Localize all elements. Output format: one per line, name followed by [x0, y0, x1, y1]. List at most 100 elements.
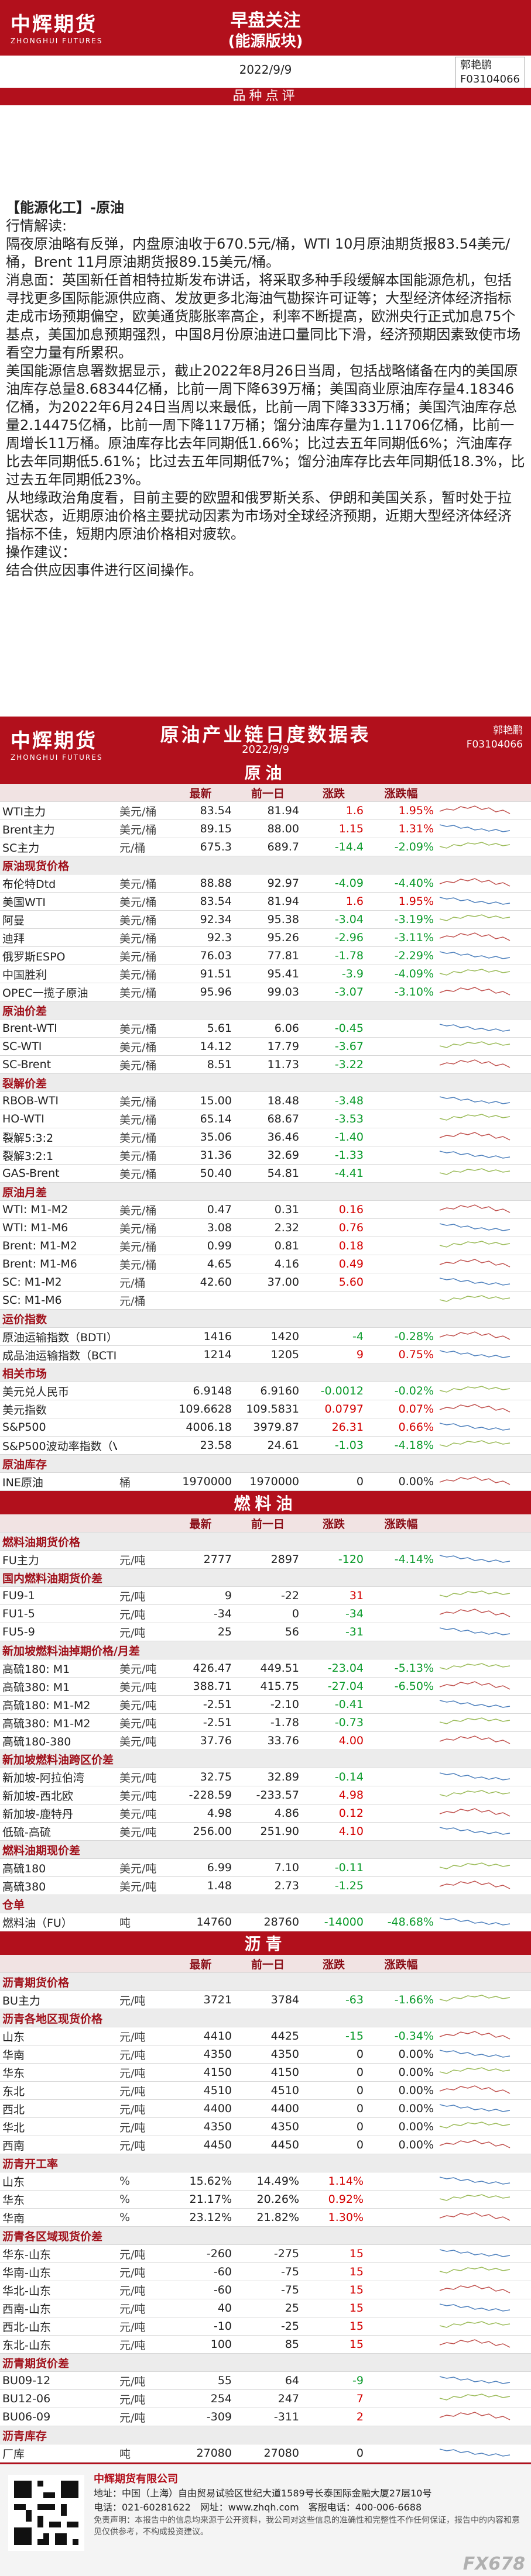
data-row: 原油运输指数（BDTI） 1416 1420 -4 -0.28% [0, 1327, 531, 1346]
row-value: 15 [302, 2335, 366, 2354]
cell [436, 1436, 531, 1455]
sparkline-path [439, 1476, 511, 1485]
row-name: 美元兑人民币 [0, 1382, 117, 1400]
cell [436, 1677, 531, 1696]
row-name: 华东 [0, 2063, 117, 2082]
column-header: 涨跌幅 [366, 1514, 436, 1532]
row-value [366, 1695, 436, 1714]
cell [436, 1858, 531, 1877]
row-value: 31.36 [167, 1146, 234, 1165]
row-value: -0.11 [302, 1858, 366, 1877]
row-name: OPEC一揽子原油 [0, 983, 117, 1001]
sparkline-path [439, 2212, 511, 2221]
cell [436, 1804, 531, 1823]
row-unit: 美元/桶 [117, 1128, 167, 1146]
sparkline-path [439, 1439, 511, 1447]
data-row: 美元兑人民币 6.9148 6.9160 -0.0012 -0.02% [0, 1382, 531, 1400]
cell [436, 1786, 531, 1804]
row-value: 4350 [234, 2045, 302, 2064]
row-value: -22 [234, 1586, 302, 1605]
row-value: 1.6 [302, 801, 366, 820]
cell [436, 2208, 531, 2227]
row-value: 15 [302, 2317, 366, 2336]
row-value: 9 [302, 1345, 366, 1364]
data-row: SC: M1-M6 元/桶 [0, 1291, 531, 1310]
row-value: 88.88 [167, 874, 234, 893]
sparkline-path [439, 932, 511, 941]
sparkline-path [439, 1862, 511, 1869]
row-unit: 桶 [117, 1472, 167, 1491]
row-value: 4510 [234, 2081, 302, 2100]
sparkline-path [439, 2375, 511, 2384]
row-value [366, 1804, 436, 1823]
sparkline [439, 1222, 511, 1231]
cell [436, 801, 531, 820]
cell [436, 2117, 531, 2136]
row-name: Brent: M1-M2 [0, 1237, 117, 1255]
row-name: WTI主力 [0, 801, 117, 820]
row-value: 3979.87 [234, 1418, 302, 1437]
paragraph: 隔夜原油略有反弹，内盘原油收于670.5元/桶，WTI 10月原油期货报83.5… [6, 236, 511, 270]
row-value: 0.66% [366, 1418, 436, 1437]
row-value: 2777 [167, 1550, 234, 1569]
sparkline-path [439, 1096, 511, 1104]
row-value: 40 [167, 2299, 234, 2317]
row-unit: 美元/桶 [117, 1200, 167, 1219]
cell [436, 1713, 531, 1732]
data-row: FU9-1 元/吨 9 -22 31 [0, 1586, 531, 1605]
cell [0, 1955, 167, 1973]
row-value [366, 1273, 436, 1292]
group-title: 沥青开工率 [0, 2154, 531, 2172]
data-row: Brent: M1-M6 美元/桶 4.65 4.16 0.49 [0, 1255, 531, 1273]
row-value [366, 2190, 436, 2209]
sparkline-path [439, 1807, 511, 1817]
row-unit: 元/吨 [117, 2099, 167, 2118]
row-value: 23.58 [167, 1436, 234, 1455]
row-value: 7 [302, 2389, 366, 2408]
sparkline [439, 2248, 511, 2257]
row-value: -34 [302, 1604, 366, 1623]
row-value: -0.41 [302, 1695, 366, 1714]
row-value: 99.03 [234, 983, 302, 1001]
data-row: Brent: M1-M2 美元/桶 0.99 0.81 0.18 [0, 1237, 531, 1255]
table-wrap: 原油 最新 前一日 涨跌 涨跌幅 WTI主力 美元/桶 83.54 81.94 1.6 1.95% B… [0, 760, 531, 2499]
data-row: 新加坡-西北欧 美元/吨 -228.59 -233.57 4.98 [0, 1786, 531, 1804]
cell [436, 1019, 531, 1038]
sparkline [439, 2375, 511, 2384]
group-row: 沥青库存 [0, 2426, 531, 2444]
sparkline [439, 2139, 511, 2148]
row-value: 2 [302, 2408, 366, 2426]
row-value: 0.75% [366, 1345, 436, 1364]
row-value: 4350 [234, 2117, 302, 2136]
data-row: 华东 元/吨 4150 4150 0 0.00% [0, 2063, 531, 2082]
sparkline-path [439, 2067, 511, 2074]
row-value: 15 [302, 2262, 366, 2281]
row-value [366, 1731, 436, 1750]
row-unit: 美元/吨 [117, 1731, 167, 1750]
row-value: 17.79 [234, 1037, 302, 1056]
row-value: -3.19% [366, 910, 436, 929]
sparkline [439, 2212, 511, 2221]
row-value: 4.10 [302, 1822, 366, 1841]
row-unit: 美元/桶 [117, 1055, 167, 1074]
row-unit: 美元/桶 [117, 1146, 167, 1165]
group-row: 运价指数 [0, 1309, 531, 1328]
logo: 中辉期货 ZHONGHUI FUTURES [11, 8, 102, 45]
column-header: 涨跌幅 [366, 784, 436, 802]
sparkline-path [439, 1680, 511, 1690]
sparkline-path [439, 1422, 511, 1431]
cell [436, 1091, 531, 1110]
cell [436, 1514, 531, 1532]
row-value: 0 [302, 2063, 366, 2082]
disclaimer: 免责声明：本报告中的信息均来源于公开资料，我公司对这些信息的准确性和完整性不作任… [94, 2516, 520, 2537]
data-row: 美元指数 109.6628 109.5831 0.0797 0.07% [0, 1400, 531, 1418]
sparkline [439, 1662, 511, 1670]
group-row: 原油现货价格 [0, 856, 531, 874]
cell [436, 1955, 531, 1973]
row-name: 高硫180-380 [0, 1731, 117, 1750]
row-value [167, 1291, 234, 1310]
row-name: 美国WTI [0, 892, 117, 911]
row-value: 0.00% [366, 2081, 436, 2100]
row-value: -120 [302, 1550, 366, 1569]
